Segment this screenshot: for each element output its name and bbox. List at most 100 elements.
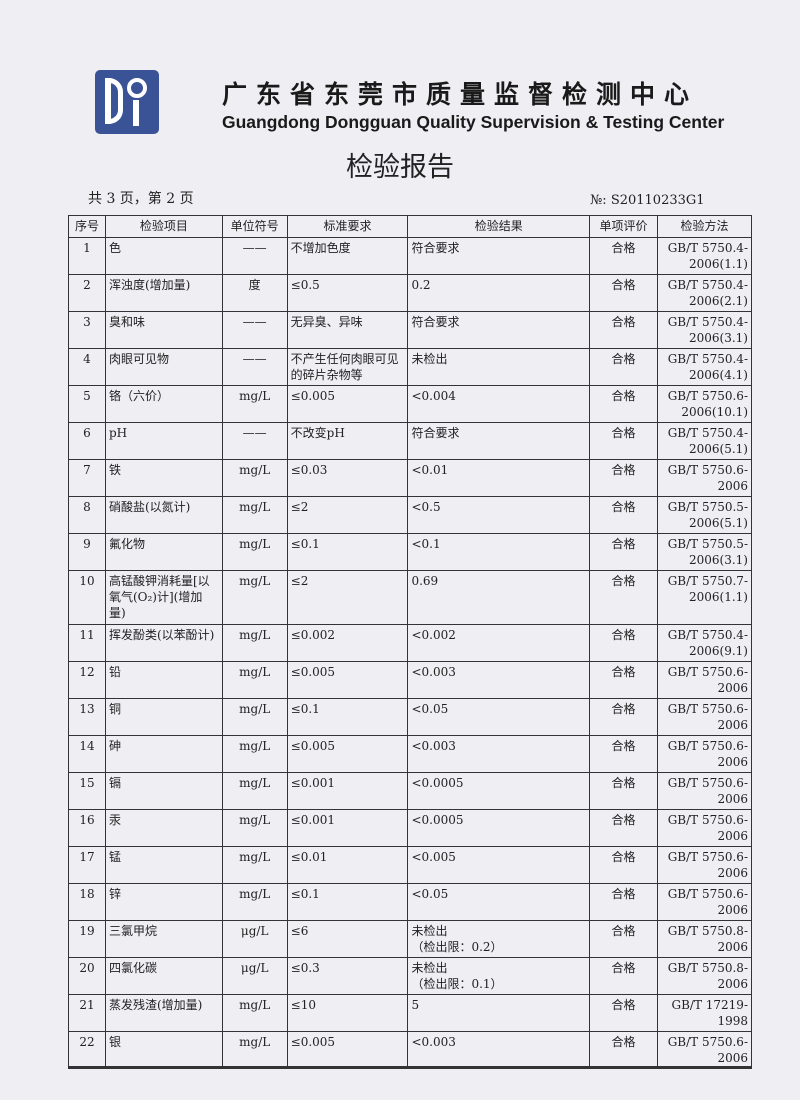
cell-item: 铅 [104, 661, 223, 699]
cell-std: ≤0.005 [286, 661, 409, 699]
cell-result: 未检出 （检出限：0.2） [407, 920, 591, 958]
cell-no: 6 [68, 422, 106, 460]
cell-unit: mg/L [221, 570, 288, 625]
cell-method: GB/T 5750.5-2006(3.1) [656, 533, 753, 571]
cell-result: <0.003 [407, 661, 591, 699]
cell-result: <0.1 [407, 533, 591, 571]
cell-std: ≤2 [286, 570, 409, 625]
table-row: 18 锌 mg/L ≤0.1 <0.05 合格 GB/T 5750.6-2006 [68, 883, 753, 921]
cell-eval: 合格 [589, 274, 658, 312]
cell-method: GB/T 5750.4-2006(5.1) [656, 422, 753, 460]
cell-item: 汞 [104, 809, 223, 847]
cell-result: <0.05 [407, 883, 591, 921]
table-row: 3 臭和味 —— 无异臭、异味 符合要求 合格 GB/T 5750.4-2006(3.1) [68, 311, 753, 349]
cell-item: 铬（六价） [104, 385, 223, 423]
cell-eval: 合格 [589, 311, 658, 349]
cell-std: ≤6 [286, 920, 409, 958]
cell-unit: mg/L [221, 994, 288, 1032]
cell-method: GB/T 5750.6-2006 [656, 772, 753, 810]
cell-std: ≤0.005 [286, 385, 409, 423]
cell-item: 臭和味 [104, 311, 223, 349]
footer-divider [68, 1066, 752, 1068]
results-table: 序号 检验项目 单位符号 标准要求 检验结果 单项评价 检验方法 1 色 —— 不增加色度 符合要求… [68, 215, 753, 1069]
cell-unit: mg/L [221, 459, 288, 497]
cell-eval: 合格 [589, 994, 658, 1032]
cell-result: <0.0005 [407, 772, 591, 810]
cell-no: 10 [68, 570, 106, 625]
report-number: №: S20110233G1 [590, 193, 705, 208]
table-row: 12 铅 mg/L ≤0.005 <0.003 合格 GB/T 5750.6-2006 [68, 661, 753, 699]
cell-no: 16 [68, 809, 106, 847]
cell-method: GB/T 5750.6-2006 [656, 459, 753, 497]
org-name-en: Guangdong Dongguan Quality Supervision &… [222, 112, 725, 132]
cell-result: <0.003 [407, 1031, 591, 1069]
table-row: 5 铬（六价） mg/L ≤0.005 <0.004 合格 GB/T 5750.6-2006… [68, 385, 753, 423]
cell-method: GB/T 5750.8-2006 [656, 957, 753, 995]
cell-unit: 度 [221, 274, 288, 312]
cell-result: 5 [407, 994, 591, 1032]
cell-result: <0.003 [407, 735, 591, 773]
cell-unit: mg/L [221, 496, 288, 534]
table-row: 20 四氯化碳 μg/L ≤0.3 未检出 （检出限：0.1） 合格 GB/T 5750.8… [68, 957, 753, 995]
cell-eval: 合格 [589, 624, 658, 662]
cell-result: <0.5 [407, 496, 591, 534]
cell-no: 8 [68, 496, 106, 534]
table-row: 14 砷 mg/L ≤0.005 <0.003 合格 GB/T 5750.6-2006 [68, 735, 753, 773]
cell-item: 铁 [104, 459, 223, 497]
table-row: 8 硝酸盐(以氮计) mg/L ≤2 <0.5 合格 GB/T 5750.5-2006(5.… [68, 496, 753, 534]
cell-method: GB/T 5750.8-2006 [656, 920, 753, 958]
cell-result: 符合要求 [407, 422, 591, 460]
cell-no: 12 [68, 661, 106, 699]
cell-no: 19 [68, 920, 106, 958]
cell-eval: 合格 [589, 698, 658, 736]
cell-result: <0.01 [407, 459, 591, 497]
cell-no: 14 [68, 735, 106, 773]
table-row: 11 挥发酚类(以苯酚计) mg/L ≤0.002 <0.002 合格 GB/T 5750.… [68, 624, 753, 662]
cell-method: GB/T 5750.4-2006(3.1) [656, 311, 753, 349]
cell-no: 22 [68, 1031, 106, 1069]
cell-no: 4 [68, 348, 106, 386]
table-header: 序号 检验项目 单位符号 标准要求 检验结果 单项评价 检验方法 [68, 215, 753, 238]
dqt-logo [95, 70, 159, 134]
cell-method: GB/T 5750.6-2006 [656, 1031, 753, 1069]
cell-no: 15 [68, 772, 106, 810]
cell-item: 色 [104, 237, 223, 275]
cell-result: <0.004 [407, 385, 591, 423]
table-row: 21 蒸发残渣(增加量) mg/L ≤10 5 合格 GB/T 17219-1998 [68, 994, 753, 1032]
cell-std: ≤0.002 [286, 624, 409, 662]
cell-std: ≤0.001 [286, 809, 409, 847]
cell-item: 砷 [104, 735, 223, 773]
cell-item: 镉 [104, 772, 223, 810]
cell-unit: —— [221, 237, 288, 275]
cell-no: 2 [68, 274, 106, 312]
cell-unit: —— [221, 422, 288, 460]
table-row: 7 铁 mg/L ≤0.03 <0.01 合格 GB/T 5750.6-2006 [68, 459, 753, 497]
cell-method: GB/T 5750.6-2006(10.1) [656, 385, 753, 423]
table-row: 10 高锰酸钾消耗量[以氧气(O₂)计](增加量) mg/L ≤2 0.69 合格 GB/T… [68, 570, 753, 625]
cell-no: 5 [68, 385, 106, 423]
cell-method: GB/T 5750.6-2006 [656, 883, 753, 921]
page-count: 共 3 页，第 2 页 [88, 191, 194, 207]
cell-result: <0.005 [407, 846, 591, 884]
cell-eval: 合格 [589, 533, 658, 571]
table-row: 15 镉 mg/L ≤0.001 <0.0005 合格 GB/T 5750.6-2006 [68, 772, 753, 810]
cell-eval: 合格 [589, 422, 658, 460]
cell-eval: 合格 [589, 846, 658, 884]
cell-no: 18 [68, 883, 106, 921]
cell-method: GB/T 5750.7-2006(1.1) [656, 570, 753, 625]
table-row: 16 汞 mg/L ≤0.001 <0.0005 合格 GB/T 5750.6-2006 [68, 809, 753, 847]
cell-result: 符合要求 [407, 311, 591, 349]
cell-no: 21 [68, 994, 106, 1032]
column-header: 检验项目 [104, 215, 223, 238]
cell-std: 不产生任何肉眼可见的碎片杂物等 [286, 348, 409, 386]
table-row: 1 色 —— 不增加色度 符合要求 合格 GB/T 5750.4-2006(1.1) [68, 237, 753, 275]
cell-unit: mg/L [221, 661, 288, 699]
cell-result: <0.002 [407, 624, 591, 662]
cell-unit: mg/L [221, 883, 288, 921]
cell-unit: mg/L [221, 846, 288, 884]
cell-unit: mg/L [221, 772, 288, 810]
table-row: 17 锰 mg/L ≤0.01 <0.005 合格 GB/T 5750.6-2006 [68, 846, 753, 884]
cell-unit: μg/L [221, 920, 288, 958]
cell-item: 银 [104, 1031, 223, 1069]
cell-unit: mg/L [221, 624, 288, 662]
